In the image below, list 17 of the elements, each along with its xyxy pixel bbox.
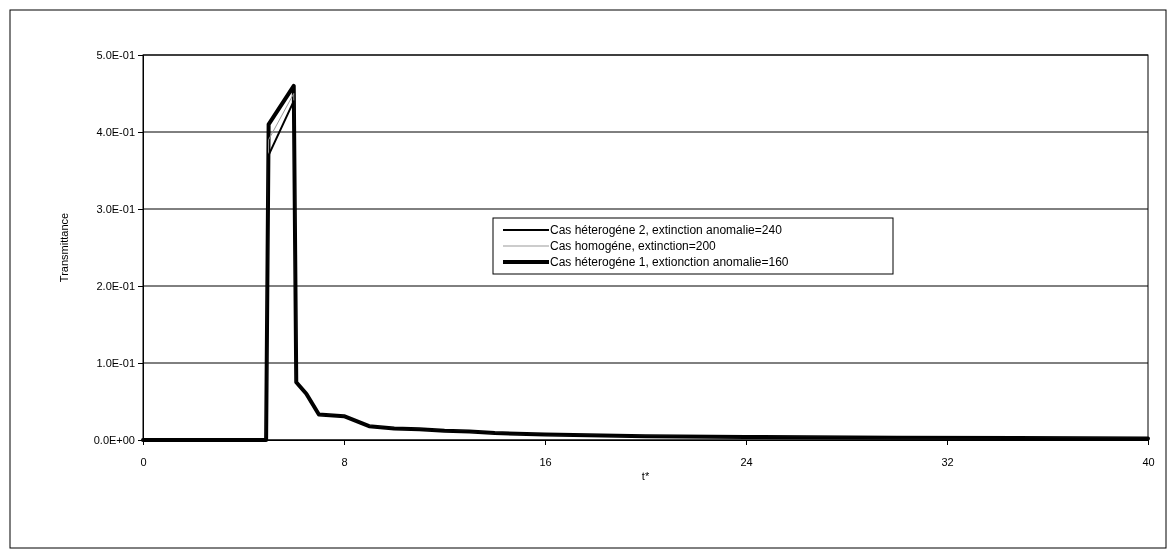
- x-tick-label: 40: [1142, 455, 1155, 468]
- x-tick-label: 16: [539, 455, 552, 468]
- x-tick-label: 24: [740, 455, 753, 468]
- legend-label: Cas héterogéne 2, extinction anomalie=240: [550, 223, 783, 237]
- y-tick-label: 1.0E-01: [96, 357, 135, 370]
- y-tick-label: 4.0E-01: [96, 126, 135, 139]
- y-tick-label: 3.0E-01: [96, 203, 135, 216]
- legend-label: Cas héterogéne 1, extionction anomalie=160: [550, 255, 789, 269]
- y-axis-title: Transmittance: [58, 212, 70, 283]
- legend-label: Cas homogéne, extinction=200: [550, 239, 717, 253]
- x-tick-label: 0: [140, 455, 147, 468]
- x-tick-label: 8: [341, 455, 348, 468]
- x-axis-title: t*: [641, 470, 650, 482]
- x-tick-label: 32: [941, 455, 954, 468]
- y-tick-label: 2.0E-01: [96, 280, 135, 293]
- y-tick-label: 0.0E+00: [93, 434, 135, 447]
- y-tick-label: 5.0E-01: [96, 49, 135, 62]
